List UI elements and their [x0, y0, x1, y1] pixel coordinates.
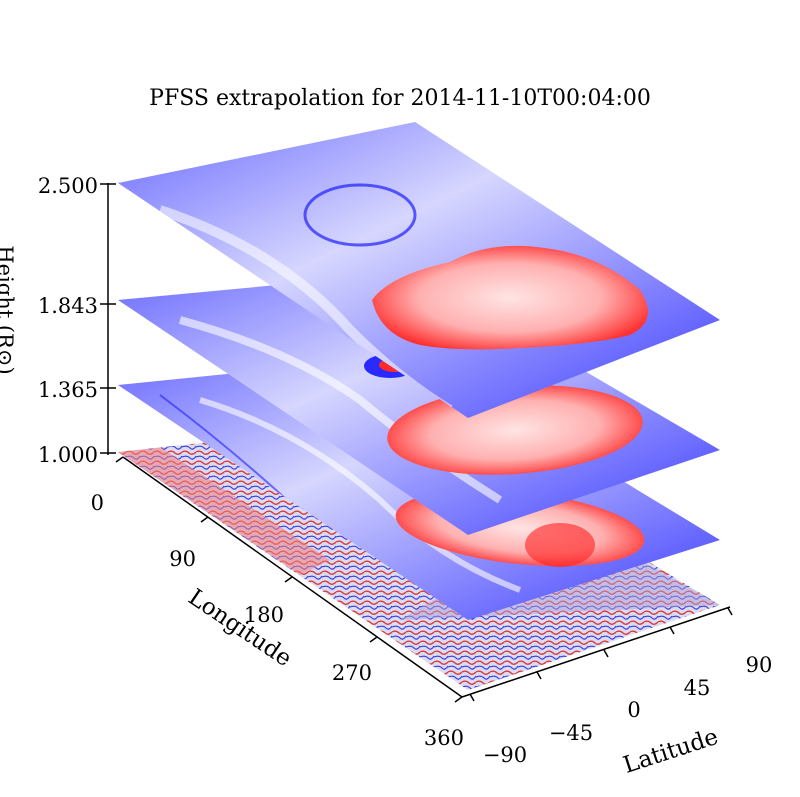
longitude-axis-line — [122, 456, 463, 698]
longitude-tick-label-1: 90 — [169, 547, 196, 571]
latitude-tick-label-2: 0 — [627, 698, 640, 722]
latitude-tick-label-3: 45 — [684, 676, 711, 700]
longitude-tick-label-4: 360 — [424, 726, 464, 750]
layer-2500 — [118, 122, 720, 418]
latitude-ticks — [469, 607, 733, 702]
latitude-axis-line — [461, 606, 731, 698]
latitude-tick-mark-2 — [603, 649, 609, 658]
positive-region-2500 — [372, 245, 648, 350]
longitude-axis-label: Longitude — [184, 584, 297, 672]
latitude-tick-label-0: −90 — [483, 743, 527, 767]
z-axis-ticks — [100, 183, 116, 454]
longitude-ticks — [115, 456, 463, 703]
z-tick-label-2: 1.843 — [38, 294, 98, 318]
longitude-tick-label-3: 270 — [332, 661, 372, 685]
z-axis-label: Height (R⊙) — [0, 245, 17, 374]
longitude-tick-mark-4 — [454, 696, 463, 703]
longitude-tick-mark-3 — [369, 636, 378, 643]
chart-title: PFSS extrapolation for 2014-11-10T00:04:… — [149, 86, 651, 111]
longitude-tick-mark-2 — [284, 576, 293, 583]
longitude-tick-label-0: 0 — [91, 491, 104, 515]
latitude-axis-label: Latitude — [620, 724, 721, 779]
latitude-tick-label-1: −45 — [549, 721, 593, 745]
z-tick-label-1: 1.365 — [38, 378, 98, 402]
z-tick-label-3: 2.500 — [38, 174, 98, 198]
longitude-tick-label-2: 180 — [244, 603, 284, 627]
latitude-tick-mark-4 — [727, 607, 733, 616]
latitude-tick-mark-1 — [536, 671, 542, 680]
latitude-tick-mark-0 — [469, 693, 475, 702]
positive-region-1843 — [387, 385, 643, 475]
z-tick-label-0: 1.000 — [38, 443, 98, 467]
latitude-tick-mark-3 — [669, 626, 675, 635]
longitude-tick-mark-1 — [200, 516, 209, 523]
latitude-tick-label-4: 90 — [746, 653, 773, 677]
longitude-tick-mark-0 — [115, 456, 124, 463]
